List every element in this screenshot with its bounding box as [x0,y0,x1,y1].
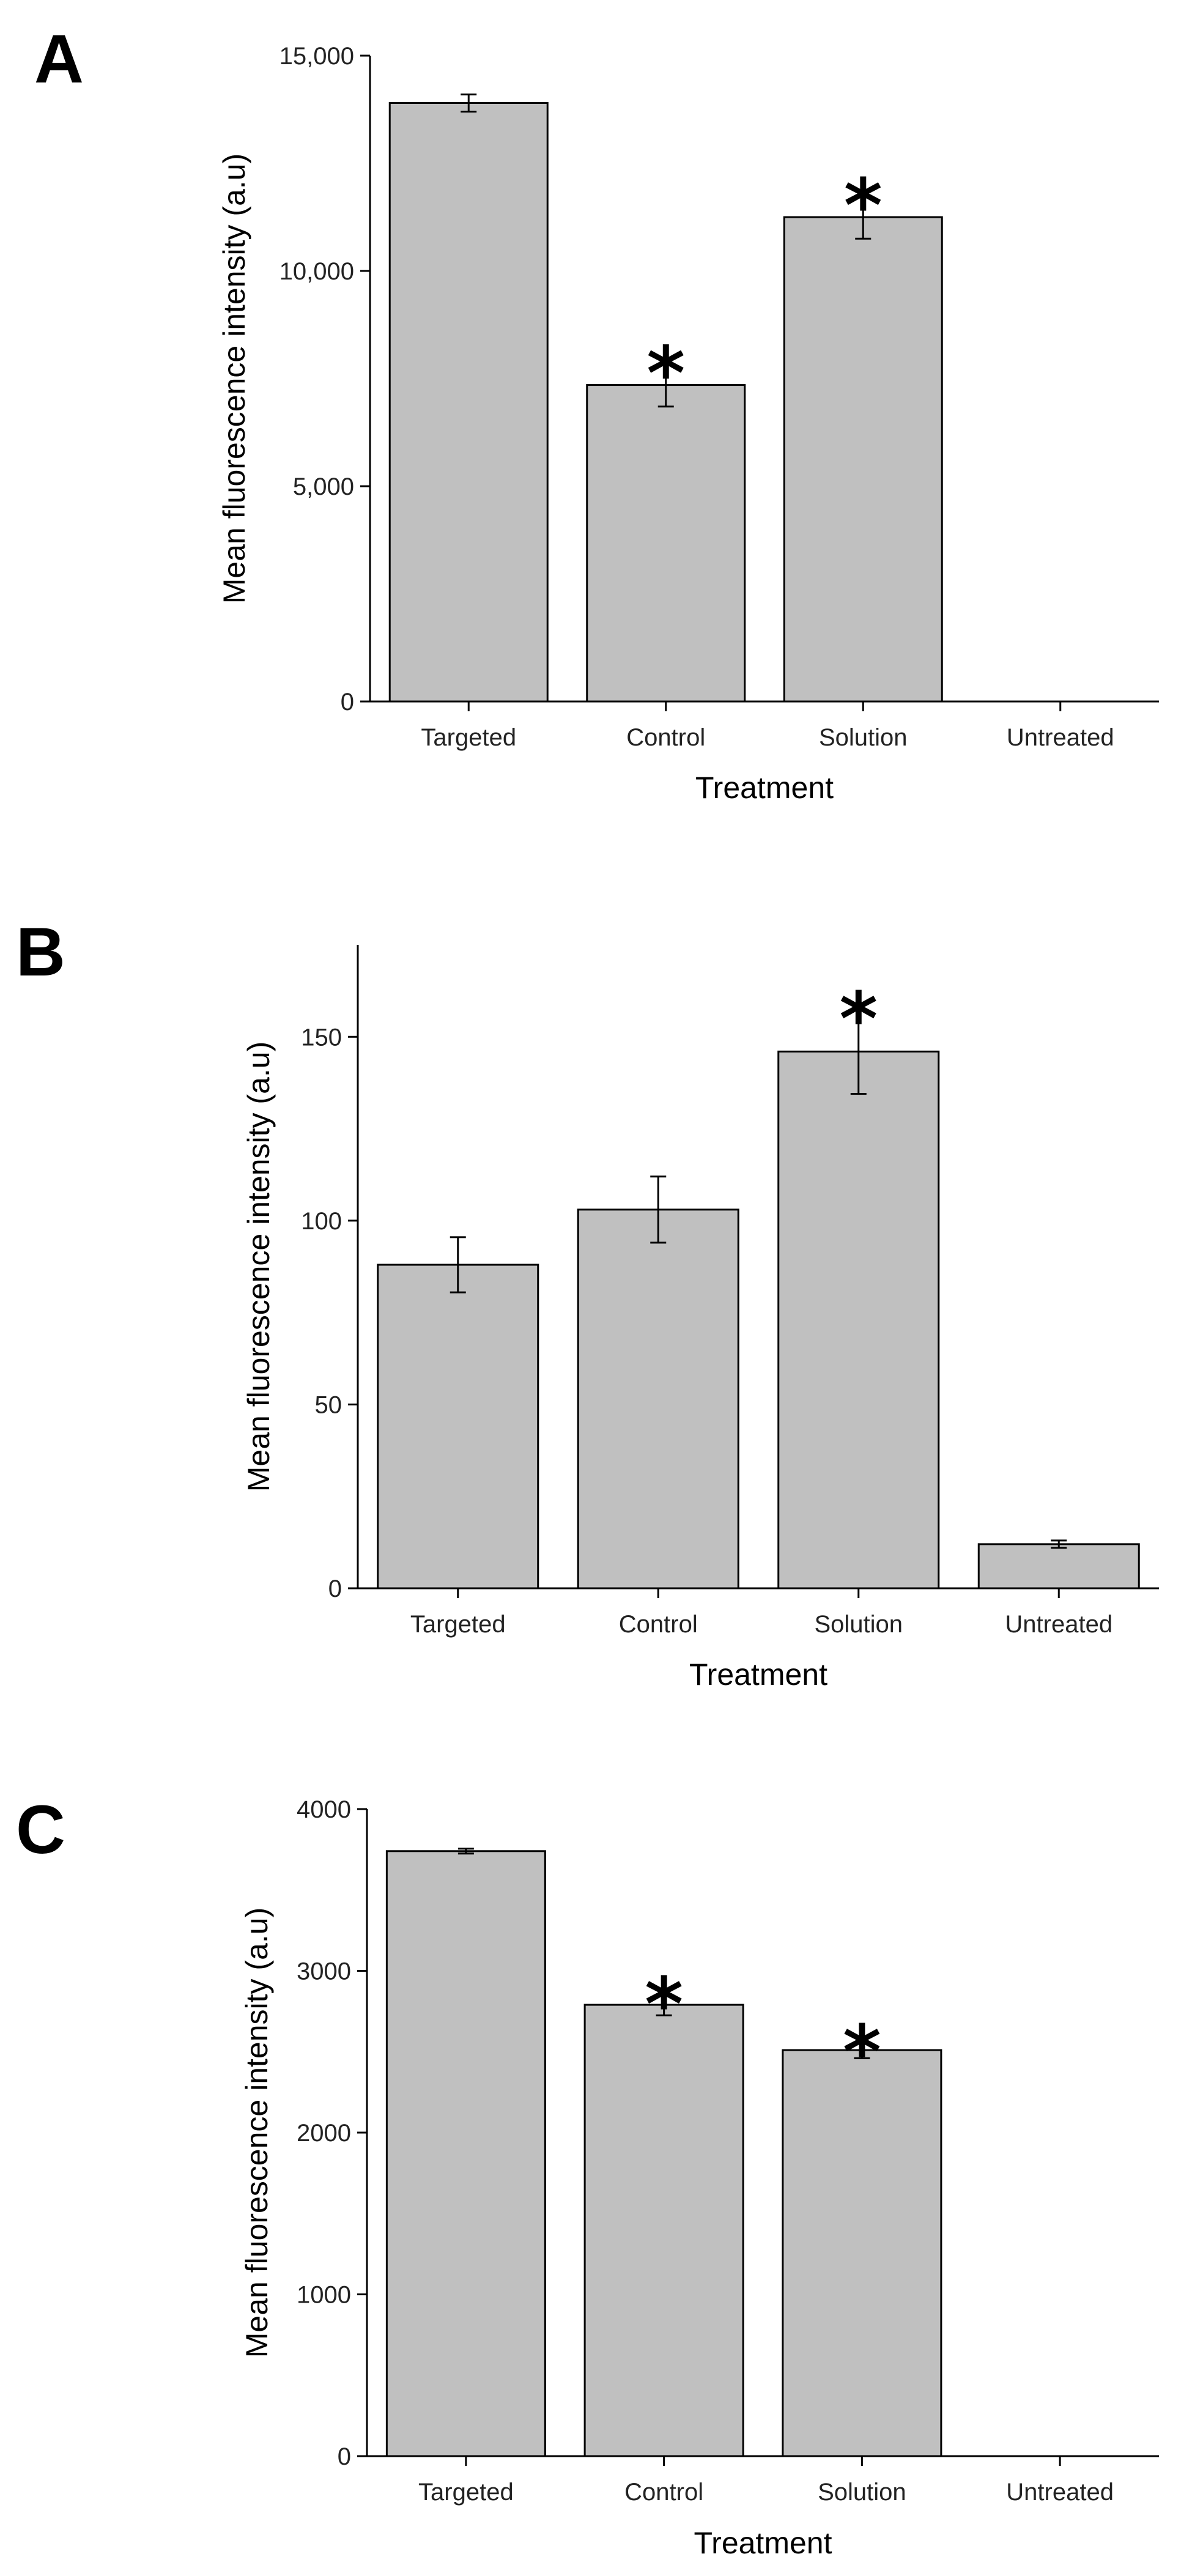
significance-marker: * [843,2010,881,2095]
bar-solution [777,1050,940,1590]
bar-untreated [977,1543,1140,1590]
y-tick-label: 0 [341,689,354,716]
bar-control [583,2004,744,2457]
y-axis-title: Mean fluorescence intensity (a.u) [240,1908,274,2358]
bar-control [586,384,746,703]
significance-marker: * [645,1963,683,2048]
significance-marker: * [844,164,883,249]
panel-letter: C [16,1791,65,1868]
panel-b: B Targeted Control * Solution Untreated 0 50 100… [16,914,1159,1692]
panel-letter: A [34,21,84,97]
panel-letter: B [16,914,65,990]
y-tick-label: 5,000 [293,473,354,500]
y-tick-label: 100 [301,1208,342,1235]
x-tick-label: Untreated [1005,1611,1112,1638]
x-axis-title: Treatment [689,1657,827,1692]
x-tick-label: Untreated [1006,2479,1114,2506]
y-tick-label: 10,000 [279,258,354,285]
x-tick-label: Solution [819,724,908,751]
panel-a: A Targeted * Control * Solution Untreated 0 5,00… [34,21,1159,805]
x-tick-label: Control [626,724,705,751]
bar-solution [782,2049,942,2457]
y-tick-label: 4000 [297,1796,351,1823]
y-tick-label: 1000 [297,2282,351,2309]
x-axis-title: Treatment [695,771,834,805]
y-tick-label: 0 [338,2443,351,2470]
y-tick-label: 3000 [297,1958,351,1985]
x-tick-label: Solution [814,1611,903,1638]
panel-c: C Targeted * Control * Solution Untreated 0 1000… [16,1791,1159,2560]
significance-marker: * [646,331,685,416]
x-tick-label: Control [624,2479,703,2506]
x-tick-label: Solution [818,2479,906,2506]
y-axis-title: Mean fluorescence intensity (a.u) [217,154,251,604]
x-tick-label: Targeted [410,1611,506,1638]
y-tick-label: 15,000 [279,43,354,70]
bar-targeted [377,1264,539,1590]
significance-marker: * [839,977,878,1062]
x-tick-label: Targeted [421,724,516,751]
x-tick-label: Control [619,1611,698,1638]
x-tick-label: Targeted [418,2479,514,2506]
y-tick-label: 0 [328,1575,342,1602]
y-tick-label: 150 [301,1024,342,1051]
bar-control [577,1208,739,1590]
y-tick-label: 2000 [297,2120,351,2147]
x-axis-title: Treatment [694,2526,832,2560]
x-tick-label: Untreated [1007,724,1114,751]
bar-solution [783,216,943,703]
y-tick-label: 50 [315,1391,342,1418]
bar-targeted [388,102,549,703]
y-axis-title: Mean fluorescence intensity (a.u) [242,1042,276,1492]
bar-targeted [385,1850,546,2457]
